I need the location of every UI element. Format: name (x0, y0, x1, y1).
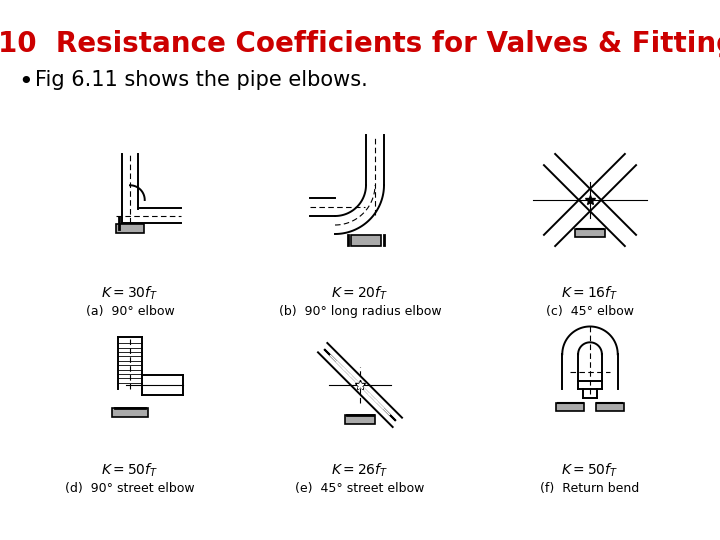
Text: $K = 16f_T$: $K = 16f_T$ (562, 285, 618, 302)
Text: 6.10  Resistance Coefficients for Valves & Fittings: 6.10 Resistance Coefficients for Valves … (0, 30, 720, 58)
Bar (595, 403, 624, 411)
Text: (d)  90° street elbow: (d) 90° street elbow (66, 482, 195, 495)
Bar (351, 235, 381, 246)
Bar (345, 415, 375, 424)
Bar (556, 403, 585, 411)
Text: $K = 20f_T$: $K = 20f_T$ (331, 285, 389, 302)
Text: (b)  90° long radius elbow: (b) 90° long radius elbow (279, 305, 441, 318)
Text: Fig 6.11 shows the pipe elbows.: Fig 6.11 shows the pipe elbows. (35, 70, 368, 90)
Polygon shape (324, 349, 396, 421)
Text: (f)  Return bend: (f) Return bend (541, 482, 639, 495)
Bar (116, 224, 144, 233)
Text: $K = 26f_T$: $K = 26f_T$ (331, 462, 389, 480)
Bar (575, 228, 606, 238)
Text: (a)  90° elbow: (a) 90° elbow (86, 305, 174, 318)
Text: $K = 50f_T$: $K = 50f_T$ (562, 462, 618, 480)
Text: (c)  45° elbow: (c) 45° elbow (546, 305, 634, 318)
Text: •: • (18, 70, 32, 94)
Text: (e)  45° street elbow: (e) 45° street elbow (295, 482, 425, 495)
Text: $K = 50f_T$: $K = 50f_T$ (102, 462, 158, 480)
Text: $K = 30f_T$: $K = 30f_T$ (102, 285, 158, 302)
Bar (112, 408, 148, 417)
